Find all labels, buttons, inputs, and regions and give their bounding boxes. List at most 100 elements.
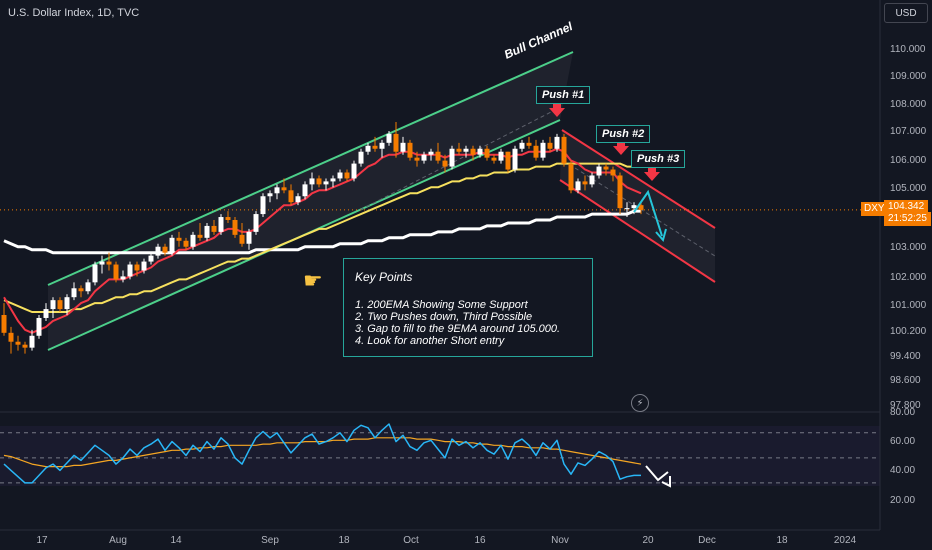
candle-body [435,151,441,161]
candle-body [134,264,140,271]
candle-body [449,148,455,167]
candle-body [64,297,70,310]
rsi-tick-label: 80.00 [890,407,915,418]
candle-body [120,276,126,280]
candle-body [323,181,329,185]
candle-body [43,309,49,318]
candle-body [267,193,273,197]
rsi-tick-label: 20.00 [890,495,915,506]
rsi-band [0,426,880,486]
candle-body [22,344,28,348]
candle-body [463,148,469,152]
time-tick-label: Aug [109,535,127,546]
candle-body [106,261,112,265]
candle-body [484,148,490,158]
rsi-tick-label: 40.00 [890,465,915,476]
candle-body [505,151,511,170]
symbol-title: U.S. Dollar Index, 1D, TVC [8,7,140,19]
candle-body [344,172,350,179]
candle-body [407,142,413,158]
candle-body [78,288,84,292]
pointing-hand-icon: ☛ [303,268,323,293]
price-tick-label: 103.000 [890,242,927,253]
candle-body [365,145,371,152]
candle-body [330,178,336,182]
candle-body [36,317,42,336]
bull-channel-band [48,52,573,350]
price-tick-label: 101.000 [890,300,927,311]
candle-body [428,151,434,155]
candle-body [351,163,357,179]
candle-body [260,196,266,215]
candle-body [246,231,252,244]
candle-body [169,237,175,253]
candle-body [302,184,308,197]
candle-body [211,225,217,232]
candle-body [568,163,574,191]
candle-body [218,217,224,232]
candle-body [617,175,623,209]
candle-body [8,332,14,342]
key-point-4: 4. Look for another Short entry [355,335,505,347]
key-point-1: 1. 200EMA Showing Some Support [355,299,528,311]
candle-body [1,315,7,333]
candle-body [162,246,168,253]
ema50-line [3,162,641,313]
candle-body [253,214,259,232]
lightning-icon[interactable]: ⚡ [631,394,649,412]
candle-body [281,187,287,191]
bear-channel-lower [559,179,716,283]
time-tick-label: Oct [403,535,419,546]
price-tick-label: 98.600 [890,375,921,386]
candle-body [358,151,364,164]
candle-body [183,240,189,247]
bear-channel-upper [561,129,716,229]
currency-button[interactable]: USD [884,3,928,23]
time-tick-label: 16 [474,535,486,546]
push3-label: Push #3 [631,150,686,168]
candle-body [141,261,147,271]
candle-body [589,175,595,185]
candle-body [337,172,343,179]
rsi-ma-line [3,437,642,468]
candle-body [519,142,525,149]
push-arrow-3 [644,164,660,181]
time-tick-label: 17 [36,535,48,546]
price-tick-label: 109.000 [890,71,927,82]
candle-body [225,217,231,220]
price-tick-label: 107.000 [890,126,927,137]
candle-body [638,205,644,210]
candle-body [176,237,182,241]
candle-body [526,142,532,146]
price-tick-label: 105.000 [890,183,927,194]
candle-body [309,178,315,185]
price-tick-label: 110.000 [890,44,926,55]
price-tick-label: 106.000 [890,155,927,166]
rsi-line [3,423,641,484]
time-tick-label: Nov [551,535,569,546]
candle-body [421,154,427,161]
candle-body [498,151,504,161]
current-price-tag: 104.342 [884,200,929,214]
candle-body [50,300,56,310]
candle-body [554,136,560,149]
candle-body [456,148,462,152]
candle-body [204,225,210,238]
candle-body [295,196,301,203]
candle-body [197,234,203,238]
candle-body [113,264,119,280]
time-tick-label: 18 [776,535,788,546]
projection-path [633,189,663,237]
projection-arrowhead [655,228,667,243]
candle-body [71,288,77,298]
push1-label: Push #1 [536,86,591,104]
candle-body [232,220,238,235]
candle-body [575,181,581,191]
candle-body [610,169,616,176]
rsi-tick-label: 60.00 [890,436,915,447]
key-point-2: 2. Two Pushes down, Third Possible [355,311,533,323]
candle-body [603,166,609,170]
candle-body [386,133,392,143]
price-tick-label: 97.800 [890,400,921,411]
